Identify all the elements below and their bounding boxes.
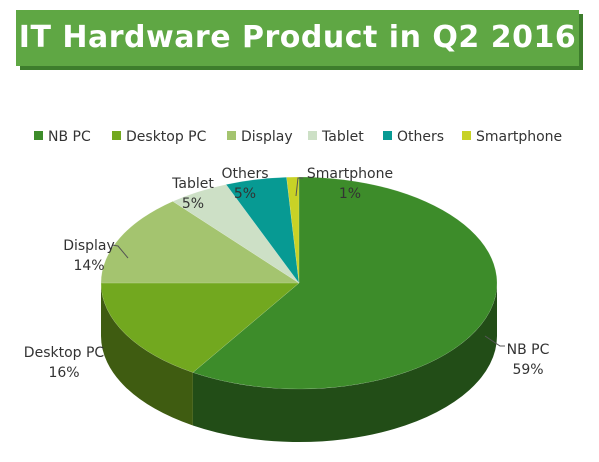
pie-slices: [100, 176, 498, 390]
data-label-name-tablet: Tablet: [171, 176, 214, 192]
slice-smartphone: [286, 176, 300, 284]
legend-swatch-others: [383, 131, 392, 140]
legend-label-nb-pc: NB PC: [48, 129, 91, 145]
data-label-name-others: Others: [221, 166, 268, 182]
legend-label-tablet: Tablet: [321, 129, 364, 145]
data-label-name-nb-pc: NB PC: [507, 342, 550, 358]
data-label-value-nb-pc: 59%: [512, 362, 543, 378]
pie-sides: [101, 283, 497, 442]
slice-nb-pc: [192, 176, 498, 390]
data-label-name-desktop-pc: Desktop PC: [24, 345, 105, 361]
slice-tablet: [172, 184, 300, 284]
slice-side-nb-pc: [192, 283, 497, 442]
legend-swatch-nb-pc: [34, 131, 43, 140]
legend-swatch-desktop-pc: [112, 131, 121, 140]
slice-others: [225, 176, 300, 284]
leader-line-smartphone: [295, 177, 303, 197]
title-banner: IT Hardware Product in Q2 2016: [16, 10, 579, 66]
data-label-name-display: Display: [63, 238, 115, 254]
slice-desktop-pc: [100, 282, 300, 373]
legend-label-others: Others: [397, 129, 444, 145]
leader-line-nb-pc: [484, 335, 505, 347]
legend-label-smartphone: Smartphone: [476, 129, 562, 145]
legend: NB PC Desktop PC Display Tablet Others Smartp…: [34, 129, 562, 145]
slice-side-desktop-pc: [101, 283, 193, 426]
legend-swatch-display: [227, 131, 236, 140]
chart-title: IT Hardware Product in Q2 2016: [18, 20, 577, 55]
legend-label-display: Display: [241, 129, 293, 145]
legend-swatch-smartphone: [462, 131, 471, 140]
data-label-value-smartphone: 1%: [339, 186, 361, 202]
data-label-value-tablet: 5%: [182, 196, 204, 212]
data-label-name-smartphone: Smartphone: [307, 166, 393, 182]
data-label-value-desktop-pc: 16%: [48, 365, 79, 381]
leader-lines: [111, 177, 505, 347]
data-label-value-others: 5%: [234, 186, 256, 202]
leader-line-display: [111, 244, 129, 259]
slice-display: [100, 201, 300, 284]
data-label-value-display: 14%: [73, 258, 104, 274]
slice-labels: NB PC 59% Desktop PC 16% Display 14% Tablet 5% O…: [24, 166, 550, 381]
legend-swatch-tablet: [308, 131, 317, 140]
legend-label-desktop-pc: Desktop PC: [126, 129, 207, 145]
